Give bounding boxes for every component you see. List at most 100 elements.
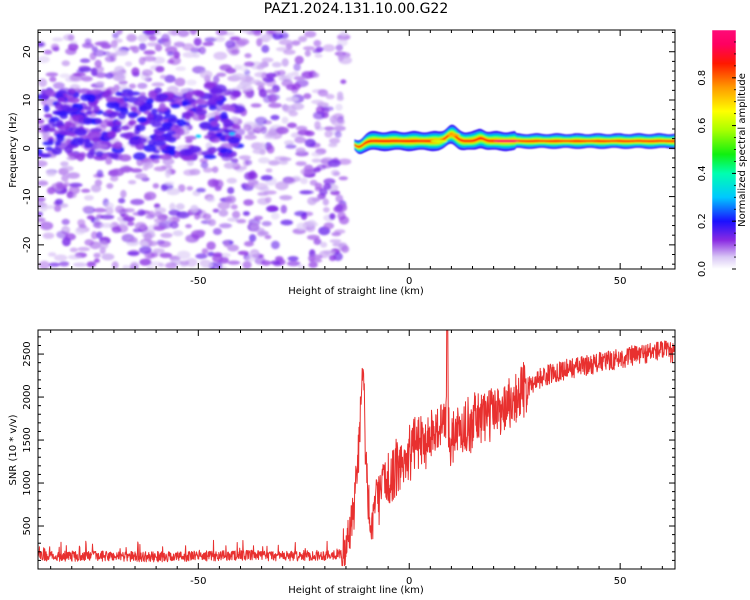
- noise-band-blob: [95, 150, 104, 158]
- noise-blob: [125, 61, 133, 67]
- noise-band-blob: [128, 119, 137, 125]
- noise-blob: [74, 227, 86, 235]
- noise-blob: [270, 212, 280, 220]
- noise-blob: [304, 138, 316, 148]
- noise-blob: [230, 49, 239, 55]
- noise-blob: [201, 262, 214, 269]
- noise-band-blob: [228, 106, 236, 112]
- noise-blob: [126, 221, 135, 226]
- noise-blob: [196, 187, 206, 193]
- noise-blob: [82, 205, 93, 213]
- noise-blob: [335, 194, 344, 203]
- noise-blob: [334, 229, 346, 234]
- noise-blob: [322, 44, 336, 52]
- noise-blob: [313, 111, 326, 120]
- noise-band-blob: [149, 154, 163, 160]
- noise-blob: [300, 168, 314, 176]
- noise-blob: [165, 46, 178, 54]
- noise-band-blob: [154, 87, 162, 94]
- noise-blob: [122, 208, 135, 213]
- noise-blob: [315, 46, 324, 53]
- noise-blob: [260, 175, 273, 181]
- noise-blob: [46, 170, 57, 177]
- noise-blob: [148, 35, 157, 42]
- noise-band-blob: [83, 138, 91, 143]
- signal-core-1: [430, 139, 448, 143]
- noise-band-blob: [93, 105, 100, 113]
- noise-blob: [319, 187, 328, 196]
- noise-blob: [272, 30, 286, 35]
- noise-blob: [177, 30, 190, 37]
- noise-blob: [158, 262, 165, 268]
- noise-blob: [193, 37, 202, 47]
- noise-blob: [90, 142, 100, 151]
- noise-blob: [38, 196, 46, 203]
- noise-blob: [165, 262, 178, 269]
- noise-blob: [184, 135, 197, 140]
- noise-blob: [283, 49, 296, 55]
- noise-blob: [295, 147, 306, 154]
- noise-blob: [278, 160, 289, 165]
- x-tick-label: 0: [406, 576, 412, 587]
- noise-blob: [243, 241, 254, 247]
- noise-blob: [327, 159, 341, 168]
- noise-band-blob: [38, 119, 45, 124]
- noise-blob: [258, 186, 270, 192]
- noise-blob: [43, 49, 53, 55]
- noise-blob: [304, 130, 315, 137]
- noise-blob: [64, 165, 74, 172]
- noise-blob: [130, 168, 143, 173]
- noise-blob: [86, 261, 97, 268]
- noise-blob: [272, 32, 284, 40]
- noise-blob: [119, 220, 127, 226]
- noise-blob: [279, 195, 293, 201]
- noise-blob: [328, 142, 338, 148]
- noise-blob: [249, 234, 257, 243]
- colorbar-tick-label: 0.0: [697, 261, 708, 277]
- noise-blob: [206, 196, 216, 203]
- noise-blob: [145, 161, 154, 169]
- noise-blob: [223, 240, 230, 248]
- noise-blob: [333, 171, 341, 176]
- noise-band-blob: [188, 97, 196, 104]
- noise-blob: [334, 130, 342, 138]
- spectrogram-y-axis-label: Frequency (Hz): [8, 112, 19, 188]
- noise-blob: [137, 82, 148, 89]
- noise-blob: [242, 260, 252, 269]
- noise-blob: [265, 89, 277, 94]
- noise-band-blob: [110, 101, 120, 107]
- noise-blob: [166, 188, 180, 196]
- noise-band-blob: [152, 140, 167, 147]
- noise-blob: [284, 140, 294, 146]
- noise-blob: [69, 247, 78, 253]
- noise-blob: [128, 83, 136, 89]
- noise-blob: [244, 134, 257, 140]
- noise-band-blob: [67, 88, 76, 95]
- noise-blob: [244, 53, 252, 59]
- noise-band-blob: [105, 96, 120, 103]
- noise-blob: [140, 241, 149, 248]
- noise-blob: [192, 53, 200, 58]
- noise-blob: [130, 198, 145, 206]
- noise-blob: [127, 251, 140, 256]
- noise-blob: [54, 198, 64, 206]
- noise-blob: [93, 258, 100, 263]
- noise-band-blob: [57, 97, 66, 103]
- colorbar-tick-label: 0.6: [697, 118, 708, 134]
- noise-blob: [40, 204, 48, 212]
- noise-blob: [279, 157, 292, 162]
- noise-blob: [202, 213, 212, 220]
- noise-blob: [114, 50, 129, 56]
- noise-blob: [286, 260, 301, 267]
- noise-speck: [195, 134, 202, 138]
- noise-blob: [66, 172, 80, 179]
- noise-blob: [323, 183, 332, 190]
- noise-blob: [128, 236, 138, 243]
- x-tick-label: 0: [406, 276, 412, 287]
- noise-blob: [293, 62, 301, 72]
- noise-blob: [278, 75, 288, 81]
- noise-blob: [144, 30, 159, 34]
- noise-blob: [216, 72, 227, 77]
- noise-blob: [323, 207, 330, 213]
